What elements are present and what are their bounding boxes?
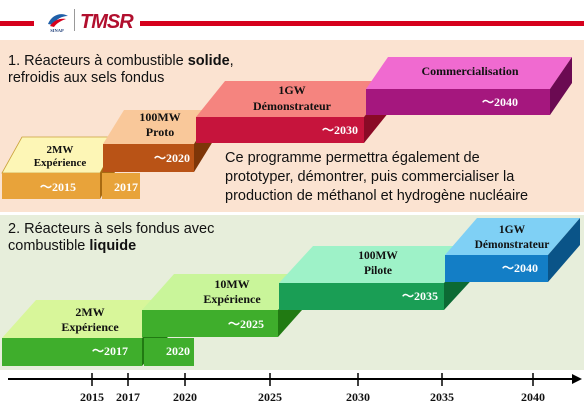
liquid-step-1-year: 〜2017 — [92, 344, 128, 358]
solid-step-commercial: Commercialisation 〜2040 — [366, 57, 572, 115]
liquid-step-4-title-1: 1GW — [499, 224, 526, 236]
solid-step-1-title-2: Expérience — [34, 157, 87, 169]
tmsr-logo: TMSR — [80, 11, 135, 31]
liquid-step-1gw: 1GW Démonstrateur 〜2040 — [445, 218, 580, 282]
solid-step-2-title-1: 100MW — [139, 110, 180, 124]
timeline-label-2035: 2035 — [430, 390, 454, 404]
solid-step-1-year2: 2017 — [114, 180, 138, 194]
solid-heading-line2: refroidis aux sels fondus — [8, 70, 165, 86]
header-rule-right — [140, 21, 584, 26]
liquid-heading-bold: liquide — [89, 238, 137, 254]
solid-program-note: Ce programme permettra également de prot… — [225, 150, 529, 204]
timeline-label-2030: 2030 — [346, 390, 370, 404]
logo-divider — [74, 9, 75, 31]
liquid-step-1-title-2: Expérience — [61, 320, 119, 334]
liquid-step-1-year2: 2020 — [166, 344, 190, 358]
solid-heading-suffix: , — [229, 53, 234, 69]
timeline-label-2040: 2040 — [521, 390, 545, 404]
solid-fuel-heading: 1. Réacteurs à combustible solide, refro… — [8, 53, 278, 87]
timeline-label-2020: 2020 — [173, 390, 197, 404]
solid-step-3-year: 〜2030 — [322, 123, 358, 137]
header-rule-left — [0, 21, 34, 26]
liquid-step-2-year: 〜2025 — [228, 317, 264, 331]
tmsr-logo-text: TMSR — [80, 11, 134, 31]
solid-step-1-year: 〜2015 — [40, 180, 76, 194]
liquid-step-3-year: 〜2035 — [402, 289, 438, 303]
solid-step-2-year: 〜2020 — [154, 151, 190, 165]
solid-step-2-title-2: Proto — [146, 125, 174, 139]
liquid-step-3-title-1: 100MW — [358, 250, 398, 262]
liquid-step-2-title-1: 10MW — [214, 277, 249, 291]
liquid-fuel-heading: 2. Réacteurs à sels fondus avec combusti… — [8, 221, 268, 255]
timeline-label-2017: 2017 — [116, 390, 140, 404]
solid-step-3-title-1: 1GW — [278, 83, 305, 97]
liquid-heading-prefix: 2. Réacteurs à sels fondus avec — [8, 221, 215, 237]
solid-heading-bold: solide — [187, 53, 230, 69]
timeline-arrowhead — [572, 374, 582, 384]
solid-step-2mw: 2MW Expérience 〜2015 2017 — [1, 136, 140, 199]
liquid-heading-line2-prefix: combustible — [8, 238, 90, 254]
liquid-step-1-title-1: 2MW — [75, 305, 104, 319]
sinap-logo-text: SINAP — [50, 28, 64, 33]
timeline-label-2015: 2015 — [80, 390, 104, 404]
timeline-label-2025: 2025 — [258, 390, 282, 404]
liquid-step-4-title-2: Démonstrateur — [475, 239, 550, 251]
liquid-step-2-title-2: Expérience — [203, 292, 261, 306]
solid-heading-prefix: 1. Réacteurs à combustible — [8, 53, 188, 69]
liquid-step-4-year: 〜2040 — [502, 261, 538, 275]
timeline-ticks: 2015 2017 2020 2025 2030 2035 2040 — [80, 373, 545, 404]
timeline-axis: 2015 2017 2020 2025 2030 2035 2040 — [8, 373, 582, 404]
solid-step-4-title-1: Commercialisation — [421, 64, 518, 78]
liquid-step-3-title-2: Pilote — [364, 265, 392, 277]
sinap-logo: SINAP — [46, 14, 68, 33]
solid-step-1-title-1: 2MW — [47, 144, 74, 156]
solid-step-3-title-2: Démonstrateur — [253, 99, 332, 113]
solid-step-4-year: 〜2040 — [482, 95, 518, 109]
